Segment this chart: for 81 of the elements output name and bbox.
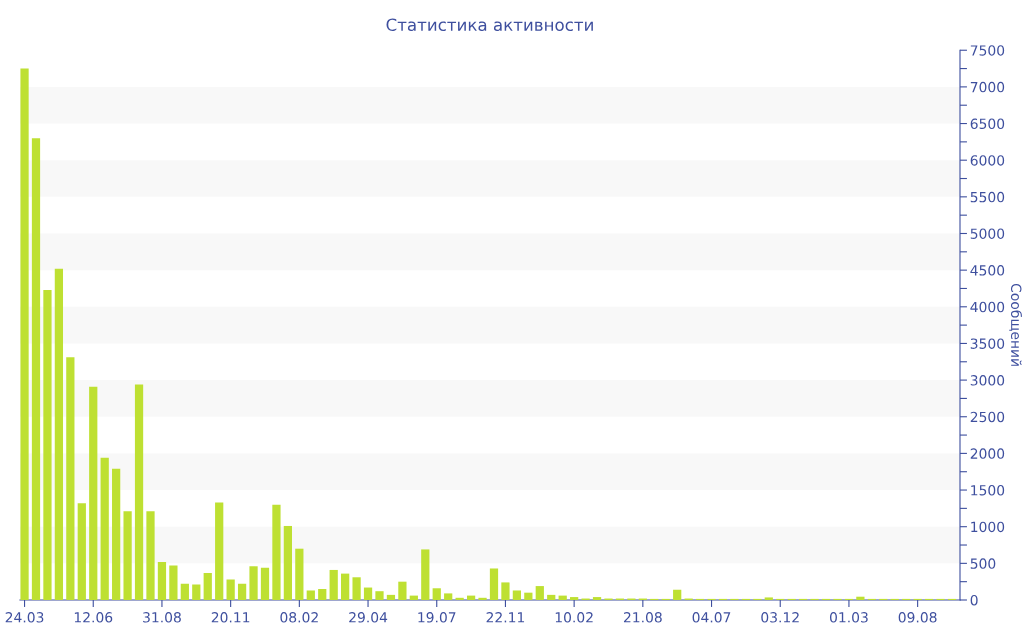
bar [146,511,155,600]
chart-title: Статистика активности [386,18,593,32]
x-tick-label: 29.04 [349,612,388,623]
x-tick-label: 21.08 [623,612,662,623]
bar [341,573,350,600]
bar [363,587,373,600]
y-axis-title: Сообщений [1009,283,1022,366]
x-tick-label: 04.07 [692,612,731,623]
bar [386,594,396,600]
bar [260,567,270,600]
bar [192,584,201,600]
bar [318,589,327,600]
x-tick-label: 08.02 [280,612,318,623]
bar [20,68,29,600]
x-tick-label: 03.12 [761,612,799,623]
bar [272,504,281,600]
x-tick-label: 19.07 [418,612,456,623]
bar [203,572,212,600]
bar [421,549,430,600]
bar [43,289,52,600]
bar [66,357,75,600]
bar [478,597,487,600]
bar [570,597,579,600]
x-tick-label: 24.03 [5,612,44,623]
y-tick-label: 5500 [970,191,1005,203]
x-tick-label: 01.03 [829,612,868,623]
y-tick-label: 0 [970,594,978,606]
bar [673,589,682,600]
bar [77,503,86,600]
bar [592,597,602,600]
y-tick-label: 3500 [970,338,1005,349]
bar [489,568,499,600]
bar [295,548,304,600]
y-tick-label: 1000 [971,521,1005,533]
y-tick-label: 1500 [971,485,1005,496]
bar [352,577,361,600]
y-tick-label: 500 [970,558,996,569]
bar [329,569,338,600]
bar [283,525,293,600]
bar [856,596,865,600]
bar [432,588,441,600]
y-tick-label: 4000 [970,301,1005,313]
bar [524,592,533,600]
bar [444,593,453,600]
bar [169,565,178,600]
y-tick-label: 5000 [970,228,1005,239]
bar [249,566,258,600]
y-tick-label: 6000 [970,155,1005,166]
y-tick-label: 3000 [970,375,1005,386]
bar [100,457,109,600]
y-tick-label: 2000 [970,448,1005,459]
bar [501,582,510,600]
x-tick-label: 09.08 [898,612,937,623]
bar [226,579,235,600]
bar [54,268,64,600]
x-tick-label: 12.06 [74,612,113,623]
y-tick-label: 4500 [970,265,1005,276]
y-tick-label: 7500 [970,45,1005,56]
y-tick-label: 6500 [970,118,1005,130]
bar [112,468,121,600]
x-tick-label: 31.08 [143,612,181,623]
x-tick-label: 10.02 [555,612,593,623]
bar [375,591,384,600]
x-tick-label: 20.11 [211,612,250,623]
bar [157,561,167,600]
bar [134,384,144,600]
bar [31,138,41,600]
bar [512,590,522,600]
bar [180,583,189,600]
bar [547,594,556,600]
bar [764,597,773,600]
y-tick-label: 7000 [970,81,1005,93]
bar [123,511,132,600]
bar [215,502,224,600]
x-tick-label: 22.11 [486,612,525,623]
bar [535,586,544,600]
bar [306,590,315,600]
bar [237,583,247,600]
bar [89,386,98,600]
y-tick-label: 2500 [970,411,1005,423]
bar [398,581,407,600]
